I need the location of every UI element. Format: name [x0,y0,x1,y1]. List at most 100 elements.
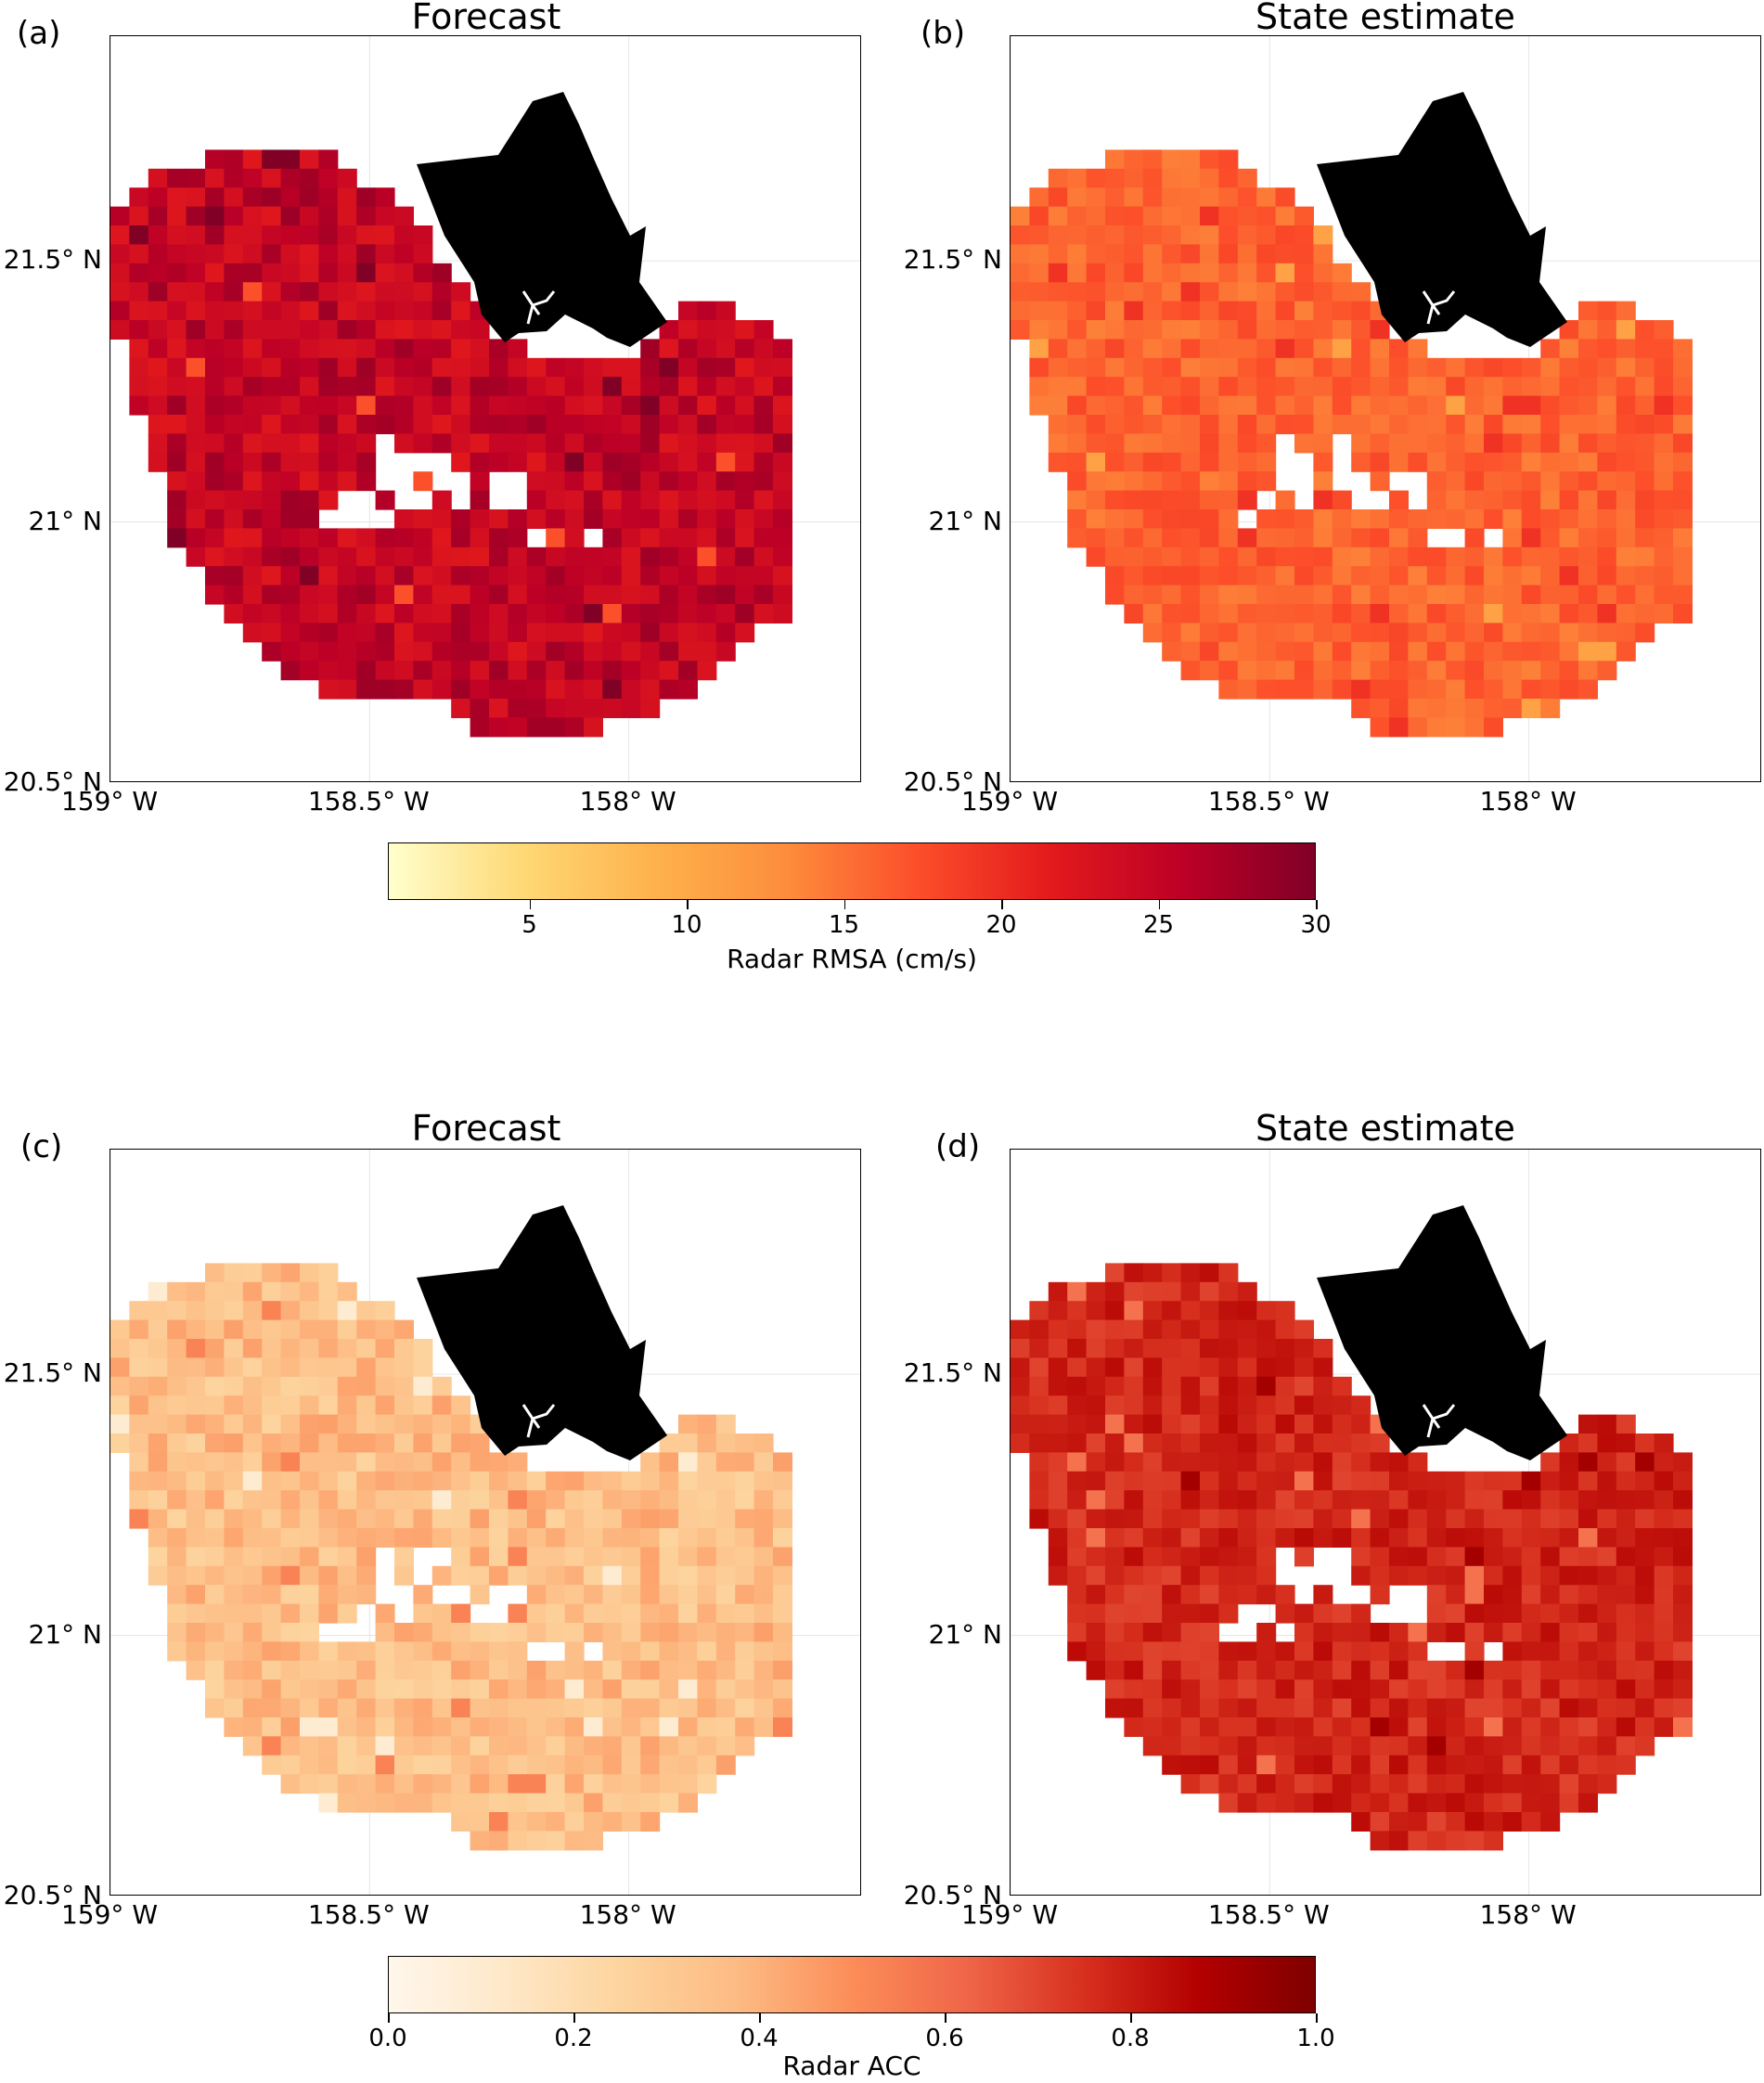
heatmap-cell [1237,415,1257,434]
heatmap-cell [1464,1660,1485,1680]
heatmap-cell [659,679,679,700]
heatmap-cell [602,604,623,624]
heatmap-cell [1124,1339,1144,1358]
heatmap-cell [1124,339,1144,359]
heatmap-cell [1502,1717,1523,1737]
heatmap-cell [262,566,282,586]
heatmap-cell [1673,339,1693,359]
heatmap-cell [546,1755,566,1775]
heatmap-cell [356,1717,377,1737]
heatmap-cell [1502,546,1523,567]
ytick-label: 21.5° N [3,244,102,276]
heatmap-cell [546,357,566,378]
heatmap-cell [1105,1339,1125,1358]
heatmap-cell [242,509,263,529]
heatmap-cell [1370,377,1390,397]
heatmap-cell [1218,452,1239,472]
heatmap-cell [546,490,566,510]
heatmap-cell [470,415,490,434]
heatmap-cell [1200,1376,1219,1396]
heatmap-cell [1048,395,1068,416]
heatmap-cell [489,1679,509,1700]
heatmap-cell [394,1490,414,1511]
heatmap-cell [640,1565,661,1586]
heatmap-cell [318,1774,339,1794]
heatmap-cell [697,1660,717,1680]
heatmap-cell [678,1774,698,1794]
heatmap-cell [451,604,471,624]
heatmap-cell [1673,509,1693,529]
heatmap-cell [1351,1698,1371,1718]
heatmap-cell [621,1603,641,1624]
heatmap-cell [526,585,547,605]
ytick-label: 21° N [928,505,1002,536]
heatmap-cell [1351,282,1371,302]
heatmap-cell [564,1698,585,1718]
heatmap-cell [1086,206,1106,226]
heatmap-cell [186,1319,206,1340]
heatmap-cell [1351,1603,1371,1624]
heatmap-cell [1294,1660,1314,1680]
heatmap-cell [1142,585,1163,605]
heatmap-cell [1256,1736,1277,1756]
heatmap-cell [242,566,263,586]
heatmap-cell [375,282,395,302]
heatmap-cell [242,1509,263,1529]
heatmap-cell [224,1376,244,1396]
heatmap-cell [242,1319,263,1340]
heatmap-cell [1105,1641,1125,1662]
heatmap-cell [1540,546,1561,567]
heatmap-cell [1218,1660,1239,1680]
heatmap-cell [602,1698,623,1718]
heatmap-cell [1446,1717,1466,1737]
heatmap-cell [1256,282,1277,302]
heatmap-cell [546,717,566,738]
heatmap-cell [129,263,149,283]
heatmap-cell [678,490,698,510]
heatmap-cell [318,149,339,170]
heatmap-cell [1086,1395,1106,1416]
heatmap-cell [1105,320,1125,340]
heatmap-cell [1200,1585,1219,1605]
heatmap-cell [621,357,641,378]
heatmap-cell [186,1509,206,1529]
heatmap-cell [1067,1585,1088,1605]
heatmap-cell [1540,377,1561,397]
heatmap-cell [1086,1339,1106,1358]
heatmap-cell [602,528,623,548]
heatmap-cell [1616,1585,1636,1605]
heatmap-cell [1124,1395,1144,1416]
heatmap-cell [678,415,698,434]
heatmap-cell [337,1490,357,1511]
heatmap-cell [375,1698,395,1718]
heatmap-cell [1389,604,1409,624]
heatmap-cell [1578,661,1598,681]
heatmap-cell [337,1603,357,1624]
heatmap-cell [773,471,792,492]
heatmap-cell [356,661,377,681]
heatmap-cell [1067,509,1088,529]
heatmap-cell [1370,528,1390,548]
heatmap-cell [375,415,395,434]
heatmap-cell [375,301,395,321]
heatmap-cell [773,1452,792,1472]
heatmap-cell [1180,1717,1201,1737]
panel-title-b: State estimate [1255,0,1515,37]
heatmap-cell [753,471,774,492]
heatmap-cell [224,1395,244,1416]
heatmap-cell [1256,641,1277,662]
heatmap-cell [1086,1319,1106,1340]
heatmap-cell [1332,301,1352,321]
heatmap-cell [1408,546,1428,567]
heatmap-cell [1540,415,1561,434]
heatmap-cell [431,509,452,529]
heatmap-cell [1521,699,1541,718]
heatmap-cell [621,1547,641,1567]
heatmap-cell [1294,1641,1314,1662]
heatmap-cell [1446,395,1466,416]
heatmap-cell [224,1528,244,1548]
heatmap-cell [735,452,755,472]
heatmap-cell [1635,1547,1655,1567]
heatmap-cell [659,1603,679,1624]
heatmap-cell [1218,1319,1239,1340]
